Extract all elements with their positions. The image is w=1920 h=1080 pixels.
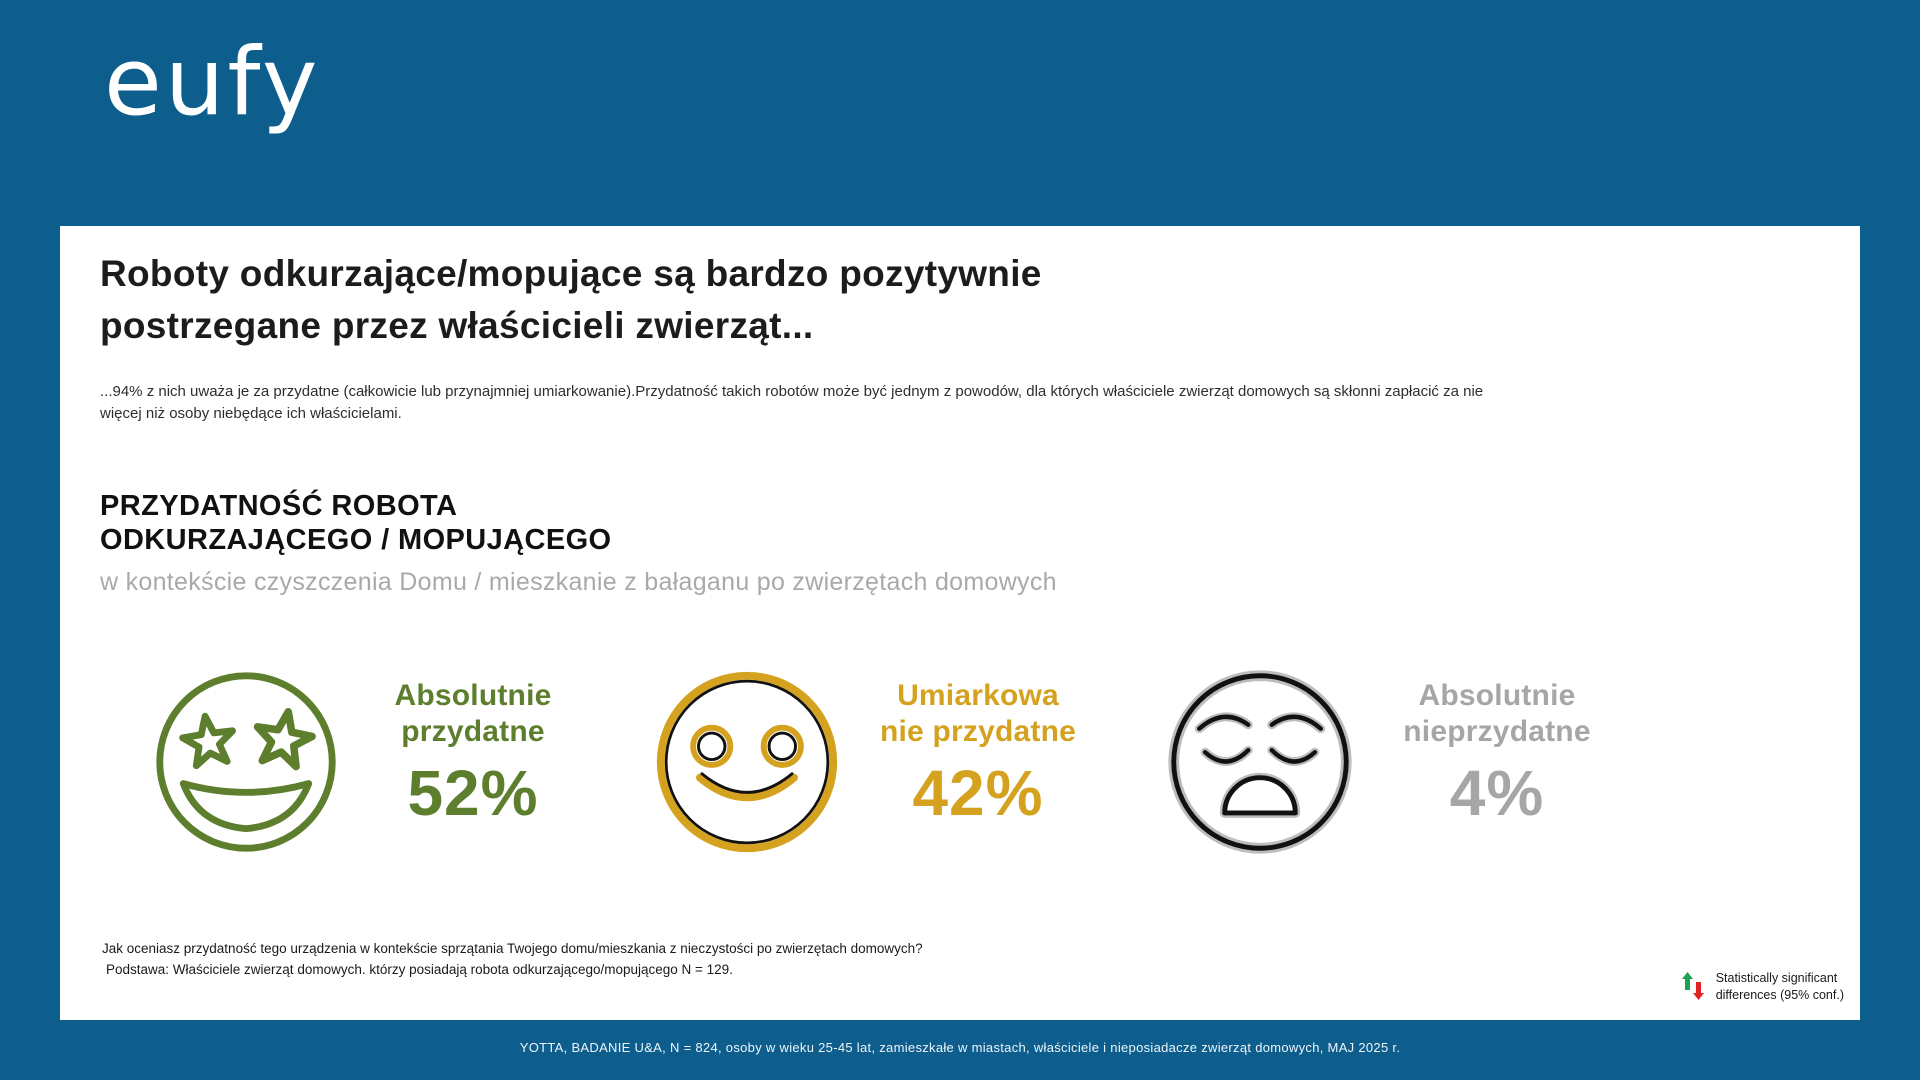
content-card: Roboty odkurzające/mopujące są bardzo po… bbox=[60, 226, 1860, 1020]
result-label-line1: Absolutnie bbox=[1418, 679, 1576, 712]
significance-legend: Statistically significant differences (9… bbox=[1681, 970, 1844, 1004]
eufy-logo: eufy bbox=[104, 28, 321, 137]
result-label-line2: przydatne bbox=[401, 715, 545, 748]
footnotes: Jak oceniasz przydatność tego urządzenia… bbox=[102, 938, 923, 980]
significance-arrows-icon bbox=[1681, 972, 1704, 1000]
weary-face-icon bbox=[1168, 670, 1352, 854]
page-title-line2: postrzegane przez właścicieli zwierząt..… bbox=[100, 305, 814, 346]
result-label-absolutnie-przydatne: Absolutnie przydatne 52% bbox=[353, 678, 593, 826]
source-note: YOTTA, BADANIE U&A, N = 824, osoby w wie… bbox=[519, 1040, 1401, 1055]
section-heading-line1: PRZYDATNOŚĆ ROBOTA bbox=[100, 490, 458, 522]
result-label-umiarkowa-nie-przydatne: Umiarkowa nie przydatne 42% bbox=[858, 678, 1098, 826]
page-title-line1: Roboty odkurzające/mopujące są bardzo po… bbox=[100, 253, 1042, 294]
intro-line1: ...94% z nich uważa je za przydatne (cał… bbox=[100, 383, 1484, 400]
page-title: Roboty odkurzające/mopujące są bardzo po… bbox=[100, 248, 1200, 352]
section-heading: PRZYDATNOŚĆ ROBOTA ODKURZAJĄCEGO / MOPUJ… bbox=[100, 489, 612, 557]
result-percentage: 52% bbox=[407, 757, 539, 829]
significance-legend-line2: differences (95% conf.) bbox=[1715, 988, 1844, 1002]
result-label-line2: nie przydatne bbox=[880, 715, 1076, 748]
result-percentage: 4% bbox=[1449, 757, 1545, 829]
result-label-absolutnie-nieprzydatne: Absolutnie nieprzydatne 4% bbox=[1377, 678, 1617, 826]
intro-line2: więcej niż osoby niebędące ich właścicie… bbox=[100, 405, 402, 422]
result-label-line1: Absolutnie bbox=[394, 679, 552, 712]
significance-legend-text: Statistically significant differences (9… bbox=[1716, 970, 1844, 1004]
footnote-base: Podstawa: Właściciele zwierząt domowych.… bbox=[106, 962, 733, 977]
result-label-line2: nieprzydatne bbox=[1403, 715, 1591, 748]
result-label-line1: Umiarkowa bbox=[897, 679, 1059, 712]
intro-paragraph: ...94% z nich uważa je za przydatne (cał… bbox=[100, 381, 1760, 425]
result-percentage: 42% bbox=[912, 757, 1044, 829]
section-subtitle: w kontekście czyszczenia Domu / mieszkan… bbox=[100, 568, 1057, 596]
footnote-question: Jak oceniasz przydatność tego urządzenia… bbox=[102, 941, 923, 956]
section-heading-line2: ODKURZAJĄCEGO / MOPUJĄCEGO bbox=[100, 524, 612, 556]
star-eyes-face-icon bbox=[156, 672, 336, 852]
significance-legend-line1: Statistically significant bbox=[1715, 971, 1838, 985]
smiley-face-icon bbox=[656, 671, 838, 853]
